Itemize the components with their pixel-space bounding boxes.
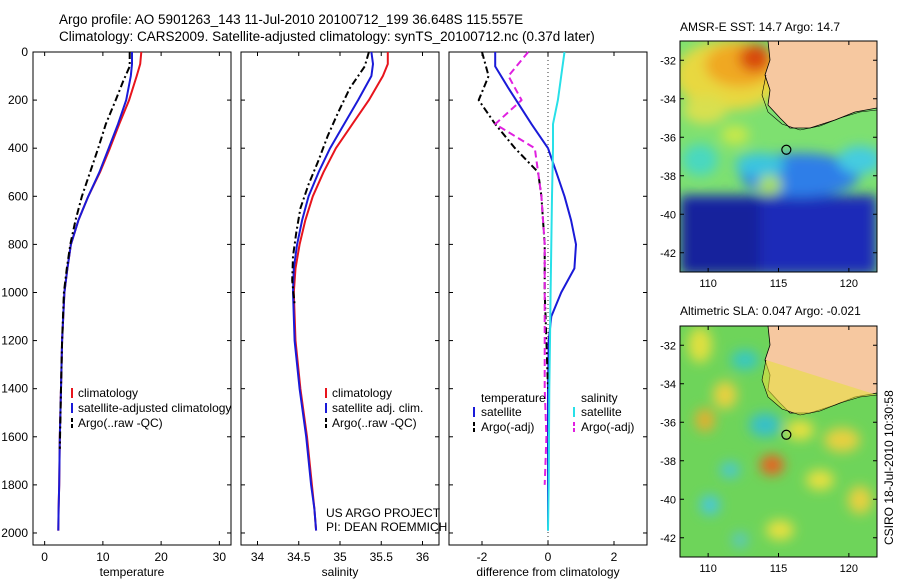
x-tick-label: 0 [545,550,552,564]
x-tick-label: 36 [416,550,430,564]
x-tick-label: 35 [333,550,347,564]
series-line [291,51,370,305]
series-line [494,51,548,485]
legend-label: Argo(-adj) [481,420,534,434]
series-line [57,52,133,531]
x-tick-label: 2 [611,550,618,564]
x-axis-label: temperature [100,565,165,579]
map-x-tick-label: 120 [840,563,858,575]
y-tick-label: 400 [8,141,28,155]
sla-map-title: Altimetric SLA: 0.047 Argo: -0.021 [680,304,861,318]
legend-label: satellite adj. clim. [332,401,423,415]
x-tick-label: 10 [96,550,110,564]
x-tick-label: 20 [154,550,168,564]
map-x-tick-label: 110 [699,563,717,575]
x-axis-label: difference from climatology [476,565,619,579]
map-y-tick-label: -32 [660,55,676,67]
plot-title-line1: Argo profile: AO 5901263_143 11-Jul-2010… [59,12,524,27]
series-line [547,51,566,531]
y-tick-label: 600 [8,189,28,203]
x-tick-label: 30 [213,550,227,564]
y-tick-label: 200 [8,93,28,107]
y-tick-label: 1200 [1,334,28,348]
map-x-tick-label: 115 [770,563,788,575]
map-y-tick-label: -34 [660,94,676,106]
series-line [494,52,577,531]
map-x-tick-label: 120 [840,278,858,290]
legend-label: Argo(-adj) [581,420,634,434]
credit-line: US ARGO PROJECT [326,506,441,520]
side-timestamp: CSIRO 18-Jul-2010 10:30:58 [882,390,896,545]
y-tick-label: 1000 [1,285,28,299]
credit-line: PI: DEAN ROEMMICH [326,520,447,534]
x-axis-label: salinity [322,565,359,579]
sst-map [680,41,877,272]
legend-label: Argo(..raw -QC) [332,416,417,430]
map-y-tick-label: -32 [660,340,676,352]
map-y-tick-label: -38 [660,171,676,183]
sst-map-title: AMSR-E SST: 14.7 Argo: 14.7 [680,20,841,34]
map-y-tick-label: -40 [660,209,676,221]
map-y-tick-label: -42 [660,248,676,260]
map-y-tick-label: -36 [660,132,676,144]
legend-label: climatology [78,386,138,400]
y-tick-label: 0 [21,45,28,59]
series-line [292,51,374,531]
y-tick-label: 1800 [1,478,28,492]
profile-location-marker [781,429,792,440]
temperature-panel [32,51,232,546]
map-y-tick-label: -42 [660,533,676,545]
legend-label: climatology [332,386,392,400]
plot-title-line2: Climatology: CARS2009. Satellite-adjuste… [59,29,595,44]
legend-label: satellite [481,405,522,419]
map-y-tick-label: -34 [660,379,676,391]
x-tick-label: 34 [251,550,265,564]
series-line [58,52,131,449]
y-tick-label: 800 [8,237,28,251]
legend-label: satellite [581,405,622,419]
profile-location-marker [781,144,792,155]
x-tick-label: 35.5 [370,550,394,564]
y-tick-label: 1600 [1,430,28,444]
y-tick-label: 2000 [1,526,28,540]
salinity-panel [240,51,440,546]
x-tick-label: 0 [41,550,48,564]
map-y-tick-label: -36 [660,417,676,429]
map-y-tick-label: -40 [660,494,676,506]
legend-label: salinity [581,391,618,405]
legend-label: Argo(..raw -QC) [78,416,163,430]
legend-label: satellite-adjusted climatology [78,401,231,415]
map-x-tick-label: 110 [699,278,717,290]
map-y-tick-label: -38 [660,456,676,468]
x-tick-label: -2 [477,550,488,564]
y-tick-label: 1400 [1,382,28,396]
map-x-tick-label: 115 [770,278,788,290]
legend-label: temperature [481,391,546,405]
sla-map [680,326,877,557]
x-tick-label: 34.5 [287,550,311,564]
